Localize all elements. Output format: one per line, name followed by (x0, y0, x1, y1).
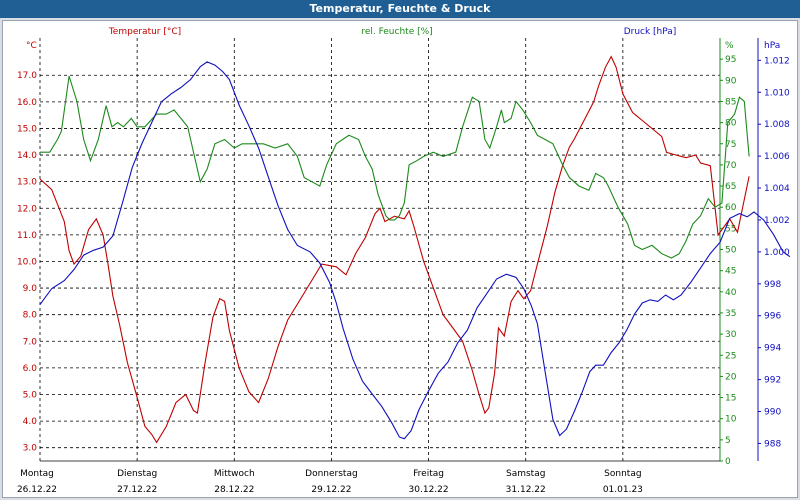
left-tick-label: 12.0 (17, 204, 37, 214)
x-date-label: 28.12.22 (214, 485, 254, 495)
x-day-label: Samstag (506, 469, 545, 479)
x-day-label: Montag (20, 469, 54, 479)
x-day-label: Mittwoch (214, 469, 255, 479)
right-tick-label: 996 (764, 312, 781, 322)
left-tick-label: 17.0 (17, 71, 37, 81)
left-tick-label: 4.0 (23, 417, 38, 427)
x-day-label: Sonntag (604, 469, 641, 479)
x-day-label: Dienstag (117, 469, 157, 479)
mid-tick-label: 90 (725, 76, 737, 86)
mid-tick-label: 0 (725, 457, 731, 467)
chart-title: Temperatur, Feuchte & Druck (0, 0, 800, 18)
mid-tick-label: 70 (725, 161, 737, 171)
left-tick-label: 16.0 (17, 98, 37, 108)
left-tick-label: 14.0 (17, 151, 37, 161)
x-day-label: Freitag (413, 469, 444, 479)
mid-tick-label: 50 (725, 246, 737, 256)
right-axis-title: Druck [hPa] (624, 27, 677, 37)
left-tick-label: 5.0 (23, 390, 38, 400)
series-line-0 (39, 55, 750, 444)
left-axis-unit: °C (26, 41, 37, 51)
series-line-2 (39, 61, 791, 440)
left-tick-label: 8.0 (23, 311, 38, 321)
right-tick-label: 1.006 (764, 152, 790, 162)
left-axis-title: Temperatur [°C] (108, 27, 181, 37)
right-tick-label: 990 (764, 408, 781, 418)
left-tick-label: 10.0 (17, 257, 37, 267)
mid-tick-label: 60 (725, 203, 737, 213)
mid-tick-label: 35 (725, 309, 736, 319)
x-date-label: 29.12.22 (311, 485, 351, 495)
mid-tick-label: 25 (725, 351, 736, 361)
right-tick-label: 1.008 (764, 120, 790, 130)
mid-tick-label: 30 (725, 330, 737, 340)
mid-tick-label: 5 (725, 436, 731, 446)
mid-axis-title: rel. Feuchte [%] (361, 27, 432, 37)
mid-tick-label: 95 (725, 55, 736, 65)
mid-axis-unit: % (725, 41, 734, 51)
mid-tick-label: 40 (725, 288, 737, 298)
left-tick-label: 11.0 (17, 231, 37, 241)
right-tick-label: 1.010 (764, 88, 790, 98)
x-date-label: 31.12.22 (506, 485, 546, 495)
chart-frame (2, 20, 798, 498)
right-tick-label: 992 (764, 376, 781, 386)
mid-tick-label: 55 (725, 224, 736, 234)
mid-tick-label: 10 (725, 415, 737, 425)
series-line-1 (40, 75, 750, 259)
x-date-label: 27.12.22 (117, 485, 157, 495)
x-date-label: 01.01.23 (603, 485, 643, 495)
right-tick-label: 998 (764, 280, 781, 290)
right-tick-label: 1.002 (764, 216, 790, 226)
right-tick-label: 1.012 (764, 56, 790, 66)
mid-tick-label: 65 (725, 182, 736, 192)
x-day-label: Donnerstag (305, 469, 358, 479)
right-tick-label: 988 (764, 439, 781, 449)
left-tick-label: 15.0 (17, 124, 37, 134)
mid-tick-label: 80 (725, 119, 737, 129)
right-tick-label: 1.000 (764, 248, 790, 258)
mid-tick-label: 45 (725, 267, 736, 277)
x-date-label: 26.12.22 (17, 485, 57, 495)
left-tick-label: 6.0 (23, 364, 38, 374)
right-axis-unit: hPa (764, 41, 780, 51)
x-date-label: 30.12.22 (409, 485, 449, 495)
mid-tick-label: 85 (725, 97, 736, 107)
mid-tick-label: 75 (725, 140, 736, 150)
mid-tick-label: 20 (725, 372, 737, 382)
mid-tick-label: 15 (725, 394, 736, 404)
left-tick-label: 3.0 (23, 444, 38, 454)
right-tick-label: 1.004 (764, 184, 790, 194)
right-tick-label: 994 (764, 344, 781, 354)
left-tick-label: 7.0 (23, 337, 38, 347)
left-tick-label: 13.0 (17, 178, 37, 188)
left-tick-label: 9.0 (23, 284, 38, 294)
